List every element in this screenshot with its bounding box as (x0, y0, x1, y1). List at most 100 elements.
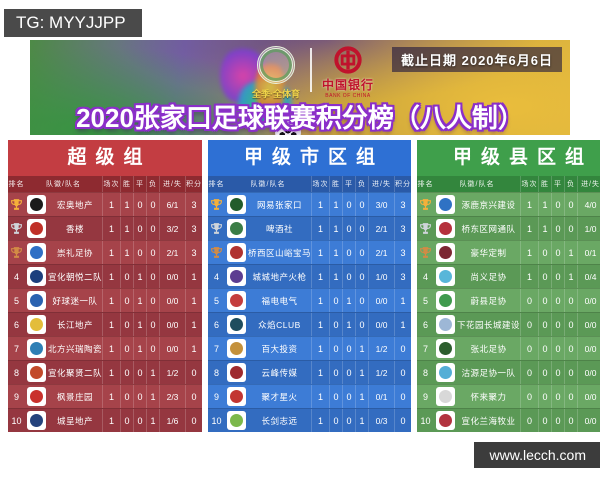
stat-loss: 1 (146, 385, 159, 408)
stat-played: 1 (520, 217, 538, 240)
footer-watermark: www.lecch.com (473, 442, 600, 468)
stat-loss: 1 (355, 385, 368, 408)
column-header-row: 排名 队徽/队名 场次胜平负进/失积分 (208, 176, 412, 192)
stat-draw: 0 (342, 385, 355, 408)
stat-played: 1 (311, 241, 329, 264)
column-header: 平 (551, 176, 564, 192)
column-header: 积分 (185, 176, 202, 192)
team-badge-emblem (439, 414, 453, 427)
team-badge-emblem (439, 294, 453, 307)
stat-win: 0 (538, 265, 551, 288)
stat-win: 0 (538, 289, 551, 312)
column-header: 队徽/队名 (250, 181, 286, 188)
team-badge-frame (227, 339, 247, 358)
table-row: 10 长剑志远 1 0 0 1 0/3 0 (208, 408, 412, 432)
stat-loss: 1 (146, 409, 159, 432)
stat-loss: 0 (355, 241, 368, 264)
team-badge-icon (225, 265, 248, 288)
stat-points: 3 (185, 217, 202, 240)
stat-played: 1 (102, 217, 120, 240)
team-name: 宏奥地产 (57, 199, 94, 210)
stat-loss: 0 (355, 265, 368, 288)
stat-loss: 1 (355, 337, 368, 360)
team-badge-frame (227, 411, 247, 430)
rank-number: 10 (211, 415, 222, 426)
column-header: 场次 (520, 176, 538, 192)
team-badge-frame (227, 195, 247, 214)
column-header: 排名 (417, 181, 434, 188)
table-row: 6 长江地产 1 0 1 0 0/0 1 (8, 312, 203, 336)
table-row: 啤酒社 1 1 0 0 2/1 3 (208, 216, 412, 240)
column-header: 进/失 (368, 176, 394, 192)
rank-number: 10 (420, 415, 431, 426)
stat-goals: 0/0 (368, 289, 394, 312)
team-name: 长剑志远 (261, 415, 298, 426)
deadline-badge: 截止日期 2020年6月6日 (392, 47, 562, 72)
standings-table-county-group: 甲级县区组排名队徽/队名场次胜平负进/失积分涿鹿京兴建设11004/03桥东区网… (417, 140, 600, 432)
rank-number: 4 (13, 271, 19, 282)
rank-number: 9 (13, 391, 19, 402)
stat-played: 1 (102, 313, 120, 336)
team-name: 北方兴瑞陶瓷 (48, 343, 103, 354)
team-badge-emblem (230, 198, 244, 211)
column-header: 进/失 (159, 176, 185, 192)
stat-played: 1 (520, 241, 538, 264)
rank-number: 7 (214, 343, 220, 354)
table-row: 7 百大投资 1 0 0 1 1/2 0 (208, 336, 412, 360)
stat-loss: 1 (564, 241, 577, 264)
stat-draw: 0 (342, 241, 355, 264)
stat-points: 0 (394, 337, 411, 360)
stat-draw: 0 (551, 313, 564, 336)
team-badge-icon (434, 337, 457, 360)
stat-played: 0 (520, 385, 538, 408)
team-badge-emblem (439, 366, 453, 379)
stat-goals: 0/1 (368, 385, 394, 408)
team-badge-frame (227, 387, 247, 406)
rank-number: 8 (13, 367, 19, 378)
rank-number: 5 (13, 295, 19, 306)
stat-loss: 0 (355, 289, 368, 312)
rank-number: 8 (214, 367, 220, 378)
stat-goals: 1/0 (577, 217, 600, 240)
team-badge-emblem (30, 414, 43, 427)
stat-loss: 0 (146, 289, 159, 312)
rank-number: 10 (11, 415, 22, 426)
trophy-gold-icon (417, 193, 434, 216)
column-header: 负 (564, 176, 577, 192)
stat-loss: 1 (564, 265, 577, 288)
team-badge-emblem (230, 246, 244, 259)
rank-number: 6 (423, 319, 429, 330)
stat-goals: 1/2 (368, 361, 394, 384)
table-row: 桥西区山峪宝马 1 1 0 0 2/1 3 (208, 240, 412, 264)
team-badge-icon (225, 385, 248, 408)
trophy-gold-icon (208, 193, 225, 216)
stat-points: 0 (185, 361, 202, 384)
team-name: 网易张家口 (257, 199, 303, 210)
column-header: 负 (355, 176, 368, 192)
team-badge-emblem (230, 390, 244, 403)
stat-draw: 0 (551, 337, 564, 360)
stat-goals: 0/0 (577, 409, 600, 432)
team-name: 桥东区网通队 (461, 223, 516, 234)
stat-goals: 1/0 (368, 265, 394, 288)
team-name: 张北足协 (470, 343, 507, 354)
rank-number: 9 (423, 391, 429, 402)
column-header: 场次 (311, 176, 329, 192)
stat-played: 1 (311, 409, 329, 432)
table-row: 8 云峰传媒 1 0 0 1 1/2 0 (208, 360, 412, 384)
stat-win: 1 (329, 217, 342, 240)
stat-played: 1 (311, 193, 329, 216)
stat-goals: 0/4 (577, 265, 600, 288)
stat-goals: 0/0 (159, 337, 185, 360)
table-row: 9 聚才星火 1 0 0 1 0/1 0 (208, 384, 412, 408)
standings-table-super-group: 超级组 排名 队徽/队名 场次胜平负进/失 积分 宏奥地产 1 1 0 0 6/1 3 香楼 1 1 0 0 3/… (8, 140, 203, 432)
stat-played: 0 (520, 289, 538, 312)
stat-goals: 0/0 (368, 313, 394, 336)
team-name: 好球迷一队 (52, 295, 98, 306)
stat-points: 3 (394, 241, 411, 264)
column-header: 平 (342, 176, 355, 192)
table-row: 4 宣化朝悦二队 1 0 1 0 0/0 1 (8, 264, 203, 288)
team-badge-icon (434, 361, 457, 384)
stat-points: 3 (185, 193, 202, 216)
